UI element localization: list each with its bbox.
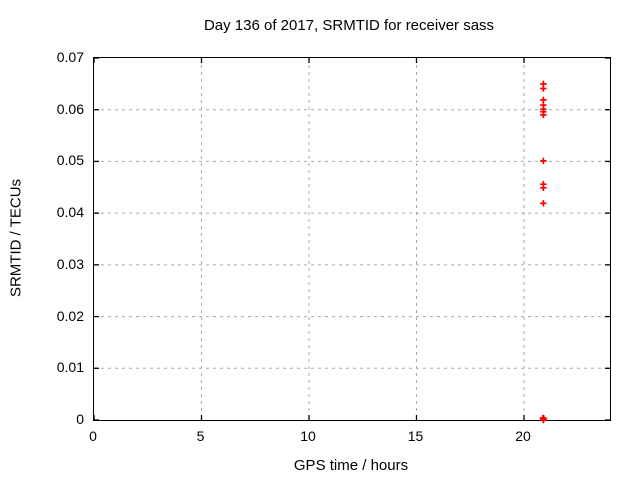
y-tick-label: 0.01 [56,359,84,376]
y-tick-label: 0.03 [56,255,84,272]
x-tick-label: 20 [515,428,531,444]
x-tick-label: 5 [196,428,205,444]
data-point-marker [540,111,547,119]
x-axis-label: GPS time / hours [293,457,409,474]
x-tick-label: 10 [300,428,316,444]
data-point-marker [540,157,547,165]
y-tick-label: 0.07 [56,49,84,65]
x-tick-label: 0 [89,428,97,444]
data-point-marker [540,200,547,207]
plot-canvas [93,57,610,424]
y-tick-label: 0.05 [56,152,84,169]
data-point-marker [540,184,547,192]
data-point-marker [540,416,547,424]
y-tick-label: 0.06 [56,100,84,117]
chart-title: Day 136 of 2017, SRMTID for receiver sas… [203,17,495,34]
y-tick-label: 0.04 [56,204,84,221]
x-tick-label: 15 [407,428,424,444]
y-tick-label: 0.02 [56,307,84,324]
plot-area [93,57,611,424]
y-tick-label: 0 [76,411,84,427]
data-point-marker [540,85,547,92]
y-axis-label: SRMTID / TECUs [7,178,25,298]
